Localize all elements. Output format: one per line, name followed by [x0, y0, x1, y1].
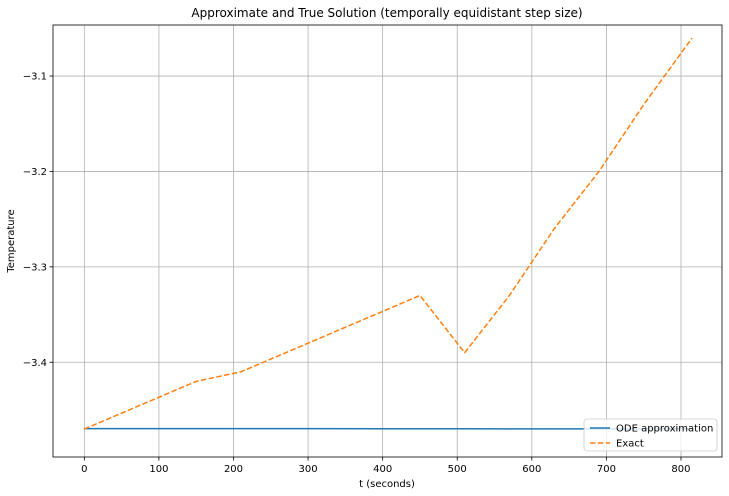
x-tick-label: 0: [81, 464, 87, 475]
x-tick-label: 500: [448, 464, 467, 475]
y-tick-label: −3.4: [23, 358, 47, 369]
x-axis: 0 100 200 300 400 500 600 700 800: [81, 457, 691, 475]
series-layer: [84, 37, 693, 430]
plot-frame: [52, 24, 723, 458]
x-tick-label: 800: [671, 464, 690, 475]
x-tick-label: 400: [373, 464, 392, 475]
y-tick-label: −3.3: [23, 262, 47, 273]
y-tick-label: −3.2: [23, 167, 47, 178]
x-tick-label: 200: [224, 464, 243, 475]
y-axis: −3.4 −3.3 −3.2 −3.1: [23, 72, 53, 369]
legend: ODE approximation Exact: [583, 418, 718, 452]
x-tick-label: 100: [149, 464, 168, 475]
legend-label-ode-approximation: ODE approximation: [616, 424, 713, 435]
y-tick-label: −3.1: [23, 72, 47, 83]
legend-box: [583, 418, 718, 452]
y-axis-label: Temperature: [6, 209, 17, 273]
x-tick-label: 300: [299, 464, 318, 475]
legend-label-exact: Exact: [616, 439, 644, 450]
x-tick-label: 700: [597, 464, 616, 475]
x-tick-label: 600: [522, 464, 541, 475]
x-axis-label: t (seconds): [359, 479, 415, 490]
chart-title: Approximate and True Solution (temporall…: [191, 6, 582, 20]
series-line-exact: [84, 37, 693, 430]
grid-lines: [53, 25, 722, 457]
